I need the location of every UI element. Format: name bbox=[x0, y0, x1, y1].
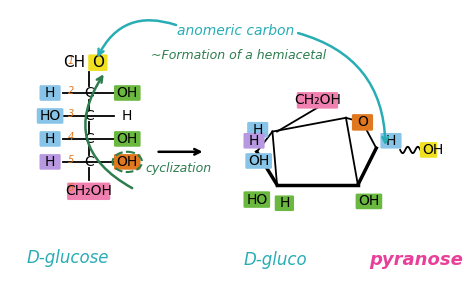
Text: D-gluco: D-gluco bbox=[244, 251, 307, 269]
FancyBboxPatch shape bbox=[352, 114, 373, 131]
Text: 3: 3 bbox=[68, 109, 74, 119]
FancyBboxPatch shape bbox=[244, 191, 270, 208]
Text: OH: OH bbox=[117, 132, 138, 146]
Text: OH: OH bbox=[117, 86, 138, 100]
Text: 2: 2 bbox=[68, 86, 74, 96]
FancyBboxPatch shape bbox=[114, 85, 141, 101]
FancyBboxPatch shape bbox=[39, 154, 61, 170]
Text: 4: 4 bbox=[68, 132, 74, 142]
Text: H: H bbox=[279, 196, 290, 210]
Text: H: H bbox=[45, 155, 55, 169]
Text: H: H bbox=[122, 109, 132, 123]
FancyBboxPatch shape bbox=[114, 131, 141, 147]
Text: CH₂OH: CH₂OH bbox=[294, 93, 341, 107]
Text: CH: CH bbox=[63, 55, 85, 70]
FancyBboxPatch shape bbox=[114, 154, 141, 170]
Text: OH: OH bbox=[358, 194, 380, 208]
Text: OH: OH bbox=[423, 143, 444, 157]
Text: 6: 6 bbox=[68, 183, 74, 193]
Text: cyclization: cyclization bbox=[146, 162, 212, 175]
FancyBboxPatch shape bbox=[420, 142, 447, 158]
Text: H: H bbox=[249, 134, 259, 148]
FancyBboxPatch shape bbox=[39, 85, 61, 101]
Text: OH: OH bbox=[248, 154, 269, 168]
Text: 1: 1 bbox=[68, 56, 74, 66]
Text: C: C bbox=[84, 86, 93, 100]
FancyBboxPatch shape bbox=[39, 131, 61, 147]
Text: 5: 5 bbox=[68, 155, 74, 165]
FancyBboxPatch shape bbox=[88, 54, 108, 71]
FancyBboxPatch shape bbox=[381, 133, 401, 149]
Text: C: C bbox=[84, 132, 93, 146]
Text: H: H bbox=[45, 132, 55, 146]
Text: C: C bbox=[84, 155, 93, 169]
Text: O: O bbox=[357, 115, 368, 129]
FancyBboxPatch shape bbox=[37, 108, 64, 124]
Text: OH: OH bbox=[117, 155, 138, 169]
FancyBboxPatch shape bbox=[244, 133, 264, 149]
Text: pyranose: pyranose bbox=[369, 251, 463, 269]
Text: HO: HO bbox=[246, 193, 267, 207]
Text: C: C bbox=[84, 109, 93, 123]
FancyBboxPatch shape bbox=[246, 153, 272, 169]
Text: H: H bbox=[386, 134, 396, 148]
Text: HO: HO bbox=[39, 109, 61, 123]
Text: D-glucose: D-glucose bbox=[26, 249, 109, 267]
Text: CH₂OH: CH₂OH bbox=[65, 184, 112, 198]
FancyBboxPatch shape bbox=[356, 194, 382, 209]
Text: O: O bbox=[92, 55, 104, 70]
FancyBboxPatch shape bbox=[297, 92, 338, 109]
FancyBboxPatch shape bbox=[247, 122, 268, 138]
Text: anomeric carbon: anomeric carbon bbox=[177, 24, 294, 37]
Text: H: H bbox=[253, 123, 263, 137]
Text: ~Formation of a hemiacetal: ~Formation of a hemiacetal bbox=[151, 49, 326, 62]
Text: H: H bbox=[45, 86, 55, 100]
FancyBboxPatch shape bbox=[67, 183, 110, 200]
FancyBboxPatch shape bbox=[275, 196, 294, 211]
